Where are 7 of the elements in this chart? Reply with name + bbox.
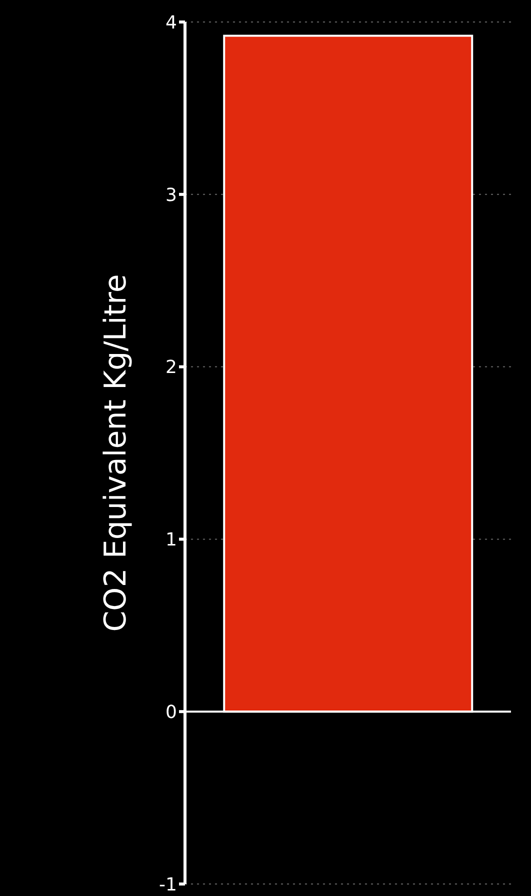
y-tick-label: -1 bbox=[159, 874, 177, 896]
y-tick-label: 1 bbox=[166, 530, 177, 551]
y-tick-label: 2 bbox=[166, 357, 177, 378]
y-tick-label: 3 bbox=[166, 184, 177, 206]
y-tick-label: 0 bbox=[166, 702, 177, 723]
y-axis-title: CO2 Equivalent Kg/Litre bbox=[98, 274, 134, 632]
y-tick-label: 4 bbox=[166, 12, 177, 34]
